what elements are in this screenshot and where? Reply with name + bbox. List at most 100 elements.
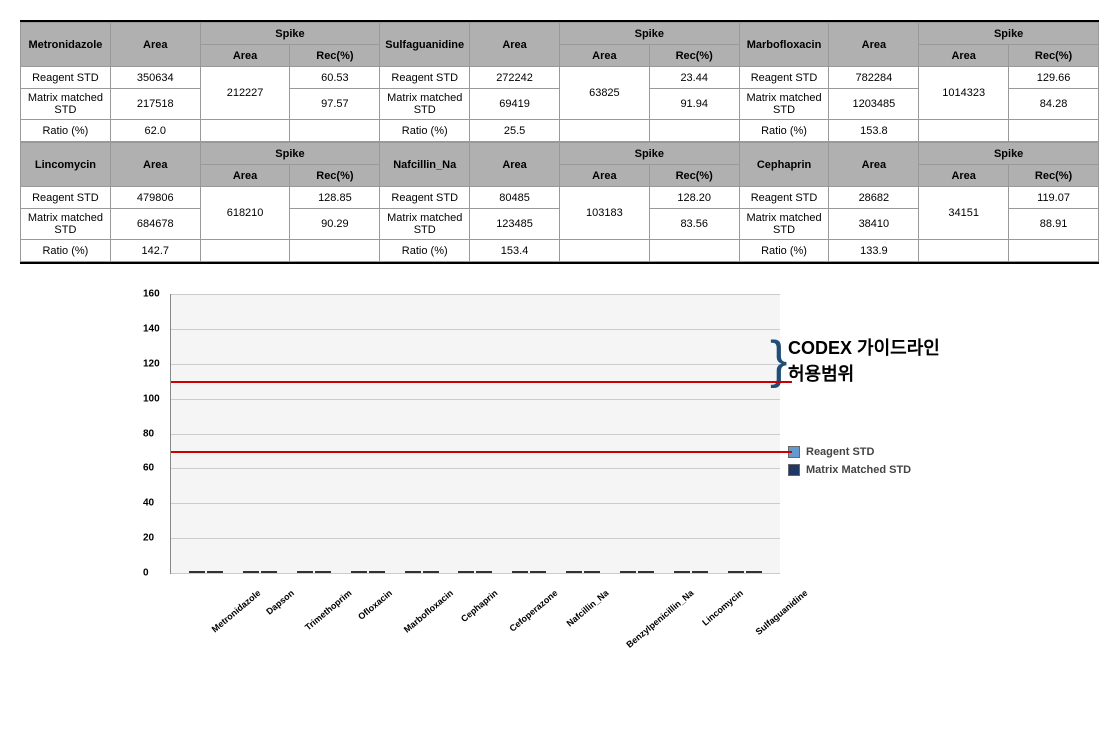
data-table-1: MetronidazoleAreaSpikeSulfaguanidineArea… [20,22,1099,142]
legend-label: Reagent STD [806,446,874,458]
chart-container: 020406080100120140160 MetronidazoleDapso… [20,294,1099,602]
chart-annotation: } CODEX 가이드라인 허용범위 [788,334,940,386]
table-cell: 88.91 [1009,209,1099,240]
table-cell: Ratio (%) [380,240,470,262]
table-cell: Ratio (%) [739,240,829,262]
table-header: Spike [559,23,739,45]
table-header: Area [110,23,200,67]
table-cell: 782284 [829,67,919,89]
y-tick-label: 140 [143,323,160,334]
table-header: Rec(%) [1009,165,1099,187]
table-cell: 128.20 [649,187,739,209]
table-header: Rec(%) [649,45,739,67]
table-cell: Reagent STD [21,67,111,89]
grid-line [171,329,780,330]
reference-line [171,381,792,383]
table-cell: 60.53 [290,67,380,89]
table-cell-blank [1009,240,1099,262]
y-tick-label: 60 [143,463,154,474]
x-tick-label: Sulfaguanidine [742,574,809,637]
table-cell-blank [200,240,290,262]
table-cell: 91.94 [649,89,739,120]
table-header: Spike [200,143,380,165]
table-cell-blank [1009,120,1099,142]
table-header: Spike [919,143,1099,165]
table-cell: 684678 [110,209,200,240]
table-header: Area [200,165,290,187]
table-header: Rec(%) [290,165,380,187]
table-cell-blank [200,120,290,142]
table-cell: 123485 [470,209,560,240]
table-cell-blank [290,120,380,142]
tables-container: MetronidazoleAreaSpikeSulfaguanidineArea… [20,20,1099,264]
table-cell: 84.28 [1009,89,1099,120]
table-cell: Reagent STD [739,187,829,209]
chart-x-labels: MetronidazoleDapsonTrimethoprimOfloxacin… [170,574,780,602]
table-cell-blank [919,120,1009,142]
table-cell: 90.29 [290,209,380,240]
table-header: Sulfaguanidine [380,23,470,67]
grid-line [171,573,780,574]
data-table-2: LincomycinAreaSpikeNafcillin_NaAreaSpike… [20,142,1099,262]
table-cell: Matrix matched STD [21,89,111,120]
table-cell: 80485 [470,187,560,209]
table-cell: 28682 [829,187,919,209]
x-tick-label: Lincomycin [689,574,745,628]
table-cell: 153.4 [470,240,560,262]
table-cell: Reagent STD [21,187,111,209]
table-cell: 1203485 [829,89,919,120]
legend-item: Matrix Matched STD [788,464,940,476]
table-header: Cephaprin [739,143,829,187]
table-cell: 618210 [200,187,290,240]
table-cell: Ratio (%) [739,120,829,142]
table-cell: 479806 [110,187,200,209]
y-tick-label: 40 [143,498,154,509]
table-header: Spike [919,23,1099,45]
table-cell: 63825 [559,67,649,120]
table-cell: 217518 [110,89,200,120]
table-header: Area [919,165,1009,187]
legend-label: Matrix Matched STD [806,464,911,476]
annotation-line1: CODEX 가이드라인 [788,338,940,358]
table-cell: 25.5 [470,120,560,142]
table-header: Area [110,143,200,187]
table-cell-blank [559,240,649,262]
x-tick-label: Cefoperazone [496,574,560,634]
table-cell-blank [559,120,649,142]
table-cell: 69419 [470,89,560,120]
table-cell: 34151 [919,187,1009,240]
annotation-line2: 허용범위 [788,364,854,384]
table-header: Metronidazole [21,23,111,67]
table-header: Area [200,45,290,67]
table-cell: Ratio (%) [380,120,470,142]
grid-line [171,538,780,539]
table-header: Lincomycin [21,143,111,187]
table-header: Nafcillin_Na [380,143,470,187]
grid-line [171,434,780,435]
grid-line [171,294,780,295]
table-cell: 153.8 [829,120,919,142]
y-tick-label: 0 [143,568,149,579]
x-tick-label: Metronidazole [198,574,262,634]
table-header: Spike [200,23,380,45]
x-tick-label: Benzylpenicillin_Na [612,574,695,650]
grid-line [171,399,780,400]
table-cell-blank [649,120,739,142]
table-cell: 142.7 [110,240,200,262]
x-tick-label: Nafcillin_Na [553,574,610,629]
y-tick-label: 80 [143,428,154,439]
chart-plot: 020406080100120140160 [170,294,780,574]
table-header: Area [829,143,919,187]
table-cell: 129.66 [1009,67,1099,89]
table-header: Area [829,23,919,67]
table-header: Spike [559,143,739,165]
chart-legend: Reagent STD Matrix Matched STD [788,446,940,476]
table-header: Area [470,23,560,67]
table-cell-blank [919,240,1009,262]
table-cell-blank [649,240,739,262]
table-cell: Matrix matched STD [739,89,829,120]
x-tick-label: Marbofloxacin [390,574,455,635]
table-cell: Matrix matched STD [21,209,111,240]
y-tick-label: 120 [143,358,160,369]
table-cell: 62.0 [110,120,200,142]
